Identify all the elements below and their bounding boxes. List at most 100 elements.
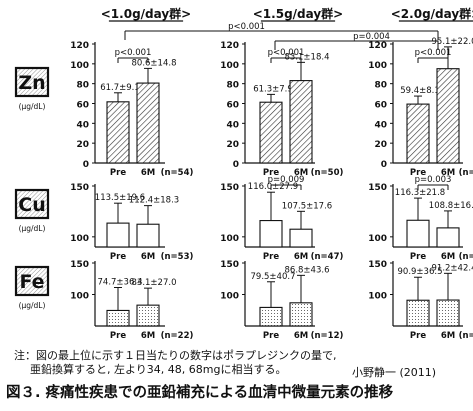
y-tick-label: 80 (76, 81, 89, 91)
y-tick-label: 150 (70, 183, 89, 193)
dose-header: <2.0g/day群> (391, 6, 473, 21)
x-tick-label: 6M (141, 331, 155, 341)
bar (289, 80, 313, 164)
data-label: 116.0±27.9 (248, 182, 298, 192)
unit-label: (μg/dL) (19, 102, 46, 111)
x-tick-label: 6M (141, 252, 155, 262)
bar (406, 103, 430, 164)
bar (406, 299, 430, 327)
y-tick-label: 100 (70, 292, 89, 302)
bar (136, 223, 160, 248)
data-label: 90.9±36.5 (398, 267, 443, 277)
footnote-line-2: 亜鉛換算すると, 左より34, 48, 68mgに相当する。 (30, 363, 287, 376)
y-tick-label: 0 (381, 160, 387, 170)
y-tick-label: 100 (220, 292, 239, 302)
y-tick-label: 20 (374, 140, 387, 150)
bar (106, 309, 130, 327)
within-group-p-label: p=0.009 (268, 175, 305, 185)
bar (436, 227, 460, 248)
data-label: 86.8±43.6 (285, 265, 330, 275)
bar (406, 219, 430, 248)
data-label: 79.5±40.7 (251, 272, 296, 282)
x-tick-label: 6M (441, 252, 455, 262)
data-label: 59.4±8.1 (400, 86, 440, 96)
figure-caption: 図３. 疼痛性疾患での亜鉛補充による血清中微量元素の推移 (6, 385, 394, 401)
y-tick-label: 100 (368, 234, 387, 244)
y-tick-label: 40 (76, 120, 89, 130)
y-tick-label: 40 (374, 120, 387, 130)
bar (106, 222, 130, 248)
element-label-box (14, 188, 50, 220)
element-label-box (14, 265, 50, 297)
element-label: Fe (19, 271, 44, 293)
bar (136, 82, 160, 164)
data-label: 108.8±16.7 (429, 201, 473, 211)
bar (289, 228, 313, 248)
element-label: Cu (18, 194, 45, 216)
bar (289, 302, 313, 327)
data-label: 95.1±22.0 (432, 37, 473, 47)
data-label: 61.3±7.9 (253, 84, 293, 94)
between-group-p-label: p=0.004 (353, 32, 390, 42)
data-label: 80.6±14.8 (132, 58, 177, 68)
y-tick-label: 100 (368, 61, 387, 71)
y-tick-label: 120 (70, 41, 89, 51)
x-tick-label: Pre (263, 331, 279, 341)
n-label: (n=47) (311, 252, 344, 262)
data-label: 107.5±17.6 (282, 201, 332, 211)
x-tick-label: Pre (110, 168, 126, 178)
x-tick-label: Pre (263, 252, 279, 262)
data-label: 116.3±21.8 (395, 188, 445, 198)
n-label: (n=53) (459, 252, 473, 262)
unit-label: (μg/dL) (19, 301, 46, 310)
footnote-line-1: 注：図の最上位に示す１日当たりの数字はポラプレジンクの量で, (14, 349, 337, 362)
x-tick-label: Pre (410, 168, 426, 178)
bar (259, 306, 283, 327)
x-tick-label: Pre (110, 252, 126, 262)
between-group-p-label: p<0.001 (228, 22, 265, 32)
bar (106, 101, 130, 164)
x-tick-label: Pre (110, 331, 126, 341)
data-label: 83.1±18.4 (285, 52, 330, 62)
y-tick-label: 80 (374, 81, 387, 91)
bar (136, 304, 160, 327)
y-tick-label: 60 (76, 101, 89, 111)
y-tick-label: 150 (70, 260, 89, 270)
y-tick-label: 60 (374, 101, 387, 111)
n-label: (n=54) (161, 168, 194, 178)
dose-header: <1.0g/day群> (101, 6, 191, 21)
y-tick-label: 150 (368, 183, 387, 193)
n-label: (n=22) (161, 331, 194, 341)
bar (436, 299, 460, 327)
x-tick-label: Pre (410, 331, 426, 341)
author-credit: 小野静一 (2011) (352, 366, 437, 379)
y-tick-label: 100 (220, 61, 239, 71)
dose-header: <1.5g/day群> (253, 6, 343, 21)
x-tick-label: 6M (441, 168, 455, 178)
x-tick-label: Pre (263, 168, 279, 178)
n-label: (n=12) (311, 331, 344, 341)
y-tick-label: 100 (368, 292, 387, 302)
x-tick-label: 6M (294, 252, 308, 262)
y-tick-label: 150 (368, 260, 387, 270)
y-tick-label: 0 (83, 160, 89, 170)
x-tick-label: 6M (141, 168, 155, 178)
y-tick-label: 120 (220, 41, 239, 51)
y-tick-label: 150 (220, 183, 239, 193)
data-label: 74.7±36.4 (98, 278, 143, 288)
n-label: (n=53) (161, 252, 194, 262)
y-tick-label: 40 (226, 120, 239, 130)
y-tick-label: 60 (226, 101, 239, 111)
unit-label: (μg/dL) (19, 224, 46, 233)
n-label: (n=54) (459, 168, 473, 178)
data-label: 61.7±9.1 (100, 83, 140, 93)
element-label: Zn (18, 72, 45, 94)
n-label: (n=13) (459, 331, 473, 341)
x-tick-label: 6M (294, 331, 308, 341)
within-group-p-label: p=0.003 (415, 175, 452, 185)
within-group-p-label: p<0.001 (115, 48, 152, 58)
x-tick-label: 6M (441, 331, 455, 341)
within-group-p-label: p<0.001 (415, 48, 452, 58)
y-tick-label: 120 (368, 41, 387, 51)
